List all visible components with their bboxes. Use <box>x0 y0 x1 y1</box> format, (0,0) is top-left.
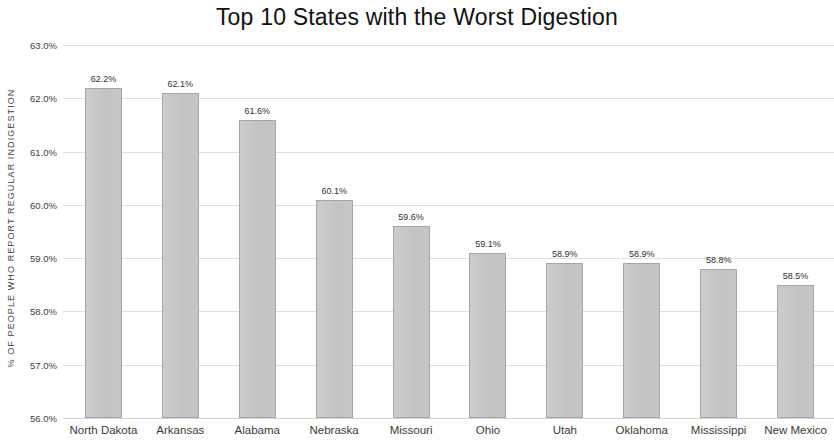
gridline <box>63 45 834 46</box>
bar-oklahoma <box>623 263 660 418</box>
value-label: 62.2% <box>68 74 138 84</box>
gridline <box>63 418 834 419</box>
bar-north-dakota <box>85 88 122 418</box>
value-label: 59.1% <box>453 239 523 249</box>
x-tick-label: New Mexico <box>752 424 834 436</box>
bar-new-mexico <box>777 285 814 418</box>
y-tick-label: 63.0% <box>0 40 57 51</box>
x-tick-label: Alabama <box>214 424 301 436</box>
value-label: 62.1% <box>145 79 215 89</box>
value-label: 58.9% <box>607 249 677 259</box>
bar-utah <box>546 263 583 418</box>
y-tick-label: 61.0% <box>0 146 57 157</box>
bar-arkansas <box>162 93 199 418</box>
bar-mississippi <box>700 269 737 418</box>
y-tick-label: 56.0% <box>0 413 57 424</box>
y-tick-label: 57.0% <box>0 359 57 370</box>
x-tick-label: Oklahoma <box>598 424 685 436</box>
value-label: 59.6% <box>376 212 446 222</box>
y-tick-label: 58.0% <box>0 306 57 317</box>
value-label: 60.1% <box>299 186 369 196</box>
bar-nebraska <box>316 200 353 418</box>
x-tick-label: Arkansas <box>137 424 224 436</box>
plot-area: 56.0% 57.0% 58.0% 59.0% 60.0% 61.0% 62.0% 63.0%… <box>0 0 834 445</box>
bar-ohio <box>469 253 506 418</box>
value-label: 58.8% <box>684 255 754 265</box>
y-tick-label: 62.0% <box>0 93 57 104</box>
value-label: 61.6% <box>222 106 292 116</box>
value-label: 58.9% <box>530 249 600 259</box>
bar-chart: Top 10 States with the Worst Digestion %… <box>0 0 834 445</box>
x-tick-label: North Dakota <box>60 424 147 436</box>
y-tick-label: 60.0% <box>0 199 57 210</box>
value-label: 58.5% <box>761 271 831 281</box>
x-tick-label: Utah <box>521 424 608 436</box>
x-tick-label: Missouri <box>368 424 455 436</box>
x-tick-label: Mississippi <box>675 424 762 436</box>
bar-alabama <box>239 120 276 418</box>
bar-missouri <box>393 226 430 418</box>
x-tick-label: Ohio <box>445 424 532 436</box>
x-tick-label: Nebraska <box>291 424 378 436</box>
y-tick-label: 59.0% <box>0 253 57 264</box>
